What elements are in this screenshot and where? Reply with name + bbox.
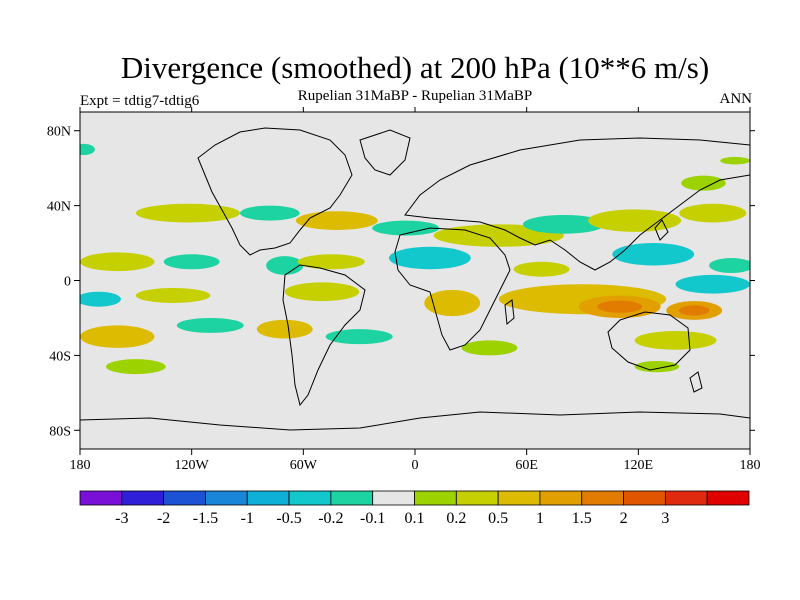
field-blob [80, 143, 95, 156]
colorbar-swatch [581, 490, 624, 506]
field-blob [461, 340, 518, 356]
colorbar-swatch [79, 490, 123, 506]
coastlines [80, 127, 750, 431]
colorbar-label: -2 [157, 510, 170, 527]
colorbar-label: 2 [620, 510, 628, 527]
coast-island-newzealand [689, 371, 703, 393]
colorbar-swatch [330, 490, 374, 506]
colorbar-swatch [706, 490, 750, 506]
field-blob [80, 252, 155, 272]
colorbar-label: -0.1 [360, 510, 385, 527]
colorbar-swatch [288, 490, 332, 506]
field-blob [388, 246, 471, 270]
colorbar-label: 3 [661, 510, 669, 527]
colorbar-label: -1.5 [193, 510, 218, 527]
x-tick-label: 120W [175, 458, 210, 473]
field-blob [297, 254, 365, 270]
colorbar-label: -0.5 [276, 510, 301, 527]
y-tick-label: 40S [49, 349, 71, 364]
divergence-field [80, 143, 750, 375]
field-blob [681, 175, 726, 191]
field-blob [80, 291, 121, 307]
field-blob [176, 317, 244, 333]
map-title: Divergence (smoothed) at 200 hPa (10**6 … [120, 50, 710, 85]
field-blob [240, 205, 300, 221]
x-tick-label: 0 [412, 458, 419, 473]
x-tick-label: 180 [70, 458, 91, 473]
colorbar: -3 -2 -1.5 -1 -0.5 -0.2 -0.1 0.1 0.2 0.5 1 1.5 2 3 [79, 490, 750, 527]
axis-ticks: 180 120W 60W 0 60E 120E 180 80N 40N 0 40S 80S [47, 107, 761, 473]
field-blob-core [314, 215, 360, 226]
colorbar-label: -3 [115, 510, 128, 527]
field-blob [522, 214, 605, 234]
colorbar-swatch [121, 490, 165, 506]
field-blob-core [597, 300, 643, 313]
y-tick-label: 40N [47, 200, 71, 215]
field-blob [709, 258, 750, 274]
field-blob-core [436, 295, 468, 311]
colorbar-label: 0.1 [405, 510, 425, 527]
field-blob [372, 220, 440, 236]
coast-australia [607, 311, 691, 371]
colorbar-swatch [497, 490, 541, 506]
colorbar-label: 1 [536, 510, 544, 527]
colorbar-swatch [623, 490, 666, 506]
coast-north-america [197, 127, 353, 256]
field-blob [135, 203, 241, 223]
colorbar-label: 0.2 [446, 510, 466, 527]
field-blob [612, 243, 695, 266]
field-blob [679, 203, 747, 223]
field-blob [135, 287, 211, 303]
x-tick-label: 120E [624, 458, 654, 473]
x-tick-label: 180 [740, 458, 761, 473]
field-blob [513, 261, 570, 277]
colorbar-swatch [205, 490, 248, 506]
field-blob [634, 361, 680, 373]
map-background [80, 112, 750, 449]
y-tick-label: 80S [49, 424, 71, 439]
coast-south-america [282, 264, 366, 407]
colorbar-swatch [163, 490, 206, 506]
y-tick-label: 0 [64, 275, 71, 290]
field-blob [106, 359, 166, 375]
field-blob-core [678, 305, 710, 316]
coast-antarctica [80, 411, 750, 431]
colorbar-label: -1 [241, 510, 254, 527]
coast-island-madagascar [504, 299, 515, 325]
colorbar-swatch [539, 490, 583, 506]
colorbar-swatch [664, 490, 708, 506]
season-label: ANN [719, 91, 753, 107]
coast-eurasia [404, 137, 750, 271]
field-blob [163, 254, 220, 270]
colorbar-label: 0.5 [488, 510, 508, 527]
colorbar-swatch [455, 490, 499, 506]
colorbar-label: 1.5 [572, 510, 592, 527]
field-blob [634, 331, 717, 350]
field-blob [325, 329, 393, 345]
field-blob [266, 256, 304, 275]
colorbar-swatch [246, 490, 290, 506]
x-tick-label: 60W [290, 458, 318, 473]
coast-island-japan [654, 219, 669, 241]
y-tick-label: 80N [47, 125, 71, 140]
colorbar-swatch [414, 490, 457, 506]
colorbar-label: -0.2 [318, 510, 343, 527]
period-label: Rupelian 31MaBP - Rupelian 31MaBP [297, 88, 533, 104]
coast-greenland [359, 129, 411, 176]
field-blob [675, 274, 750, 294]
x-tick-label: 60E [515, 458, 538, 473]
coast-africa [394, 227, 511, 351]
field-blob [720, 156, 750, 165]
experiment-label: Expt = tdtig7-tdtig6 [80, 93, 200, 109]
field-blob [588, 209, 682, 232]
colorbar-swatch [372, 490, 415, 506]
field-blob-core [269, 324, 301, 335]
field-blob [284, 282, 360, 302]
field-blob-core [96, 330, 138, 343]
